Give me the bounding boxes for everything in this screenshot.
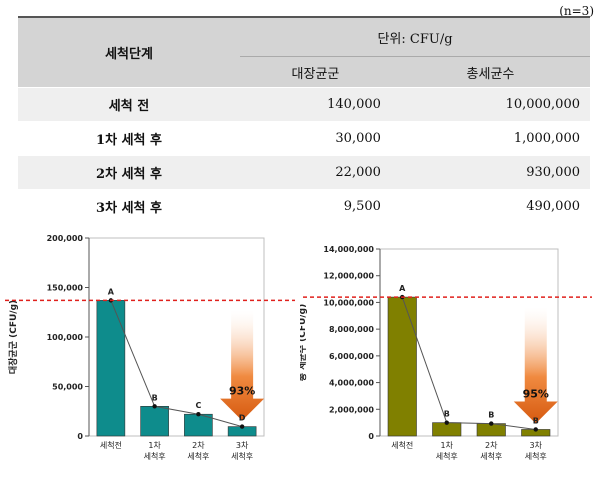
significance-letter: D <box>239 414 246 423</box>
x-tick-label: 세척후 <box>525 452 547 461</box>
coliform-chart: 0 50,000 100,000 150,000 200,000 대장균군 (CFU/g)… <box>5 234 295 461</box>
significance-letter: A <box>108 287 115 296</box>
y-tick-label: 6,000,000 <box>329 352 374 361</box>
y-tick-label: 2,000,000 <box>329 405 374 414</box>
trend-point <box>196 412 201 417</box>
results-table: 세척단계 단위: CFU/g 대장균군 총세균수 세척 전 140,000 10… <box>18 16 590 224</box>
y-tick-label: 12,000,000 <box>323 272 374 281</box>
y-tick-label: 0 <box>368 432 374 441</box>
sample-size-note: (n=3) <box>559 4 594 18</box>
x-tick-label: 2차 <box>192 441 205 450</box>
y-tick-label: 100,000 <box>47 333 84 342</box>
significance-letter: A <box>399 284 406 293</box>
x-tick-label: 세척후 <box>231 452 253 461</box>
unit-header: 단위: CFU/g <box>240 16 590 57</box>
total-bacteria-value: 1,000,000 <box>390 121 590 156</box>
total-bacteria-chart: 0 2,000,000 4,000,000 6,000,000 8,000,000 10,… <box>300 245 592 461</box>
x-tick-label: 세척후 <box>187 452 209 461</box>
trend-line <box>110 300 243 428</box>
row-label: 1차 세척 후 <box>18 121 240 156</box>
trend-line <box>401 296 536 430</box>
reduction-arrow <box>220 310 265 421</box>
reduction-label: 95% <box>523 387 549 400</box>
significance-letter: B <box>152 393 158 402</box>
x-tick-label: 세척후 <box>144 452 166 461</box>
row-label: 2차 세척 후 <box>18 155 240 190</box>
total-bacteria-header: 총세균수 <box>390 56 590 88</box>
significance-letter: B <box>444 410 450 419</box>
y-tick-label: 200,000 <box>47 234 84 243</box>
table-row: 2차 세척 후 22,000 930,000 <box>18 155 590 190</box>
significance-letter: B <box>533 416 539 425</box>
significance-letter: B <box>488 411 494 420</box>
y-tick-label: 8,000,000 <box>329 325 374 334</box>
trend-point <box>444 420 449 425</box>
table-row: 1차 세척 후 30,000 1,000,000 <box>18 121 590 156</box>
row-label: 3차 세척 후 <box>18 189 240 224</box>
table-row: 3차 세척 후 9,500 490,000 <box>18 189 590 224</box>
x-tick-label: 세척전 <box>100 440 122 450</box>
x-tick-label: 2차 <box>485 441 498 450</box>
y-tick-label: 10,000,000 <box>323 298 374 307</box>
x-tick-label: 세척후 <box>480 452 502 461</box>
y-tick-label: 4,000,000 <box>329 379 374 388</box>
y-tick-label: 14,000,000 <box>323 245 374 254</box>
stage-header: 세척단계 <box>18 16 240 88</box>
row-label: 세척 전 <box>18 87 240 122</box>
coliform-value: 22,000 <box>240 155 391 190</box>
x-tick-label: 1차 <box>441 441 454 450</box>
coliform-value: 140,000 <box>240 87 391 122</box>
table-row: 세척 전 140,000 10,000,000 <box>18 87 590 122</box>
x-tick-label: 1차 <box>148 441 161 450</box>
coliform-header: 대장균군 <box>240 56 391 88</box>
reduction-label: 93% <box>229 385 255 398</box>
bar <box>140 406 169 437</box>
total-bacteria-value: 490,000 <box>390 189 590 224</box>
trend-point <box>489 421 494 426</box>
y-tick-label: 0 <box>77 432 83 441</box>
y-tick-label: 50,000 <box>52 383 83 392</box>
bar <box>387 296 417 437</box>
reduction-arrow <box>513 307 558 424</box>
coliform-value: 9,500 <box>240 189 391 224</box>
x-tick-label: 3차 <box>530 441 543 450</box>
total-bacteria-value: 930,000 <box>390 155 590 190</box>
bar <box>96 300 126 437</box>
coliform-value: 30,000 <box>240 121 391 156</box>
trend-point <box>239 424 245 429</box>
y-axis-label: 총 세균수 (CFU/g) <box>300 304 308 381</box>
significance-letter: C <box>195 401 201 410</box>
trend-point <box>533 427 538 432</box>
total-bacteria-value: 10,000,000 <box>390 87 590 122</box>
trend-point <box>152 404 157 409</box>
y-tick-label: 150,000 <box>47 284 84 293</box>
x-tick-label: 3차 <box>236 441 249 450</box>
x-tick-label: 세척후 <box>436 452 458 461</box>
x-tick-label: 세척전 <box>391 440 413 450</box>
y-axis-label: 대장균군 (CFU/g) <box>7 300 19 374</box>
